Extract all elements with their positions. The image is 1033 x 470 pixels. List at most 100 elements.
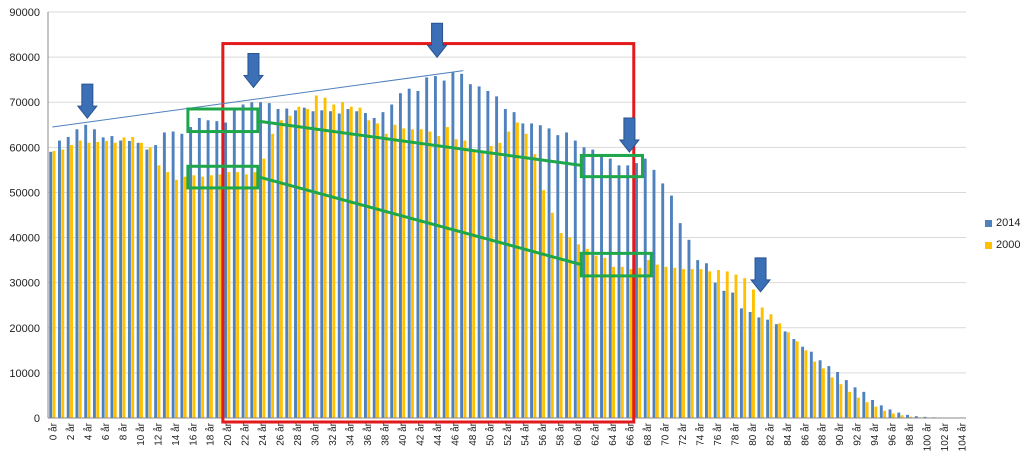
bar-2014-12 — [154, 145, 157, 418]
bar-2014-57 — [548, 128, 551, 418]
bar-2000-55 — [533, 154, 536, 418]
bar-2000-50 — [490, 146, 493, 418]
legend-label-2000: 2000 — [996, 239, 1020, 251]
bar-2000-88 — [822, 368, 825, 418]
bar-2000-26 — [280, 120, 283, 418]
legend-item-2000: 2000 — [985, 234, 1020, 256]
bar-2000-42 — [420, 129, 423, 418]
x-tick-label: 14 år — [170, 422, 182, 445]
bar-2000-1 — [61, 150, 64, 418]
bar-2014-32 — [329, 111, 332, 418]
x-tick-label: 56 år — [537, 422, 549, 445]
x-tick-label: 38 år — [380, 422, 392, 445]
bar-2014-77 — [722, 291, 725, 418]
x-tick-label: 70 år — [659, 422, 671, 445]
bar-2000-90 — [839, 384, 842, 418]
bar-2014-26 — [277, 109, 280, 418]
bar-2000-23 — [254, 172, 257, 418]
bar-2000-81 — [761, 307, 764, 418]
bar-2014-5 — [93, 129, 96, 418]
bar-2014-6 — [102, 137, 105, 418]
bar-2014-63 — [600, 154, 603, 418]
bar-2014-55 — [530, 123, 533, 418]
bar-2014-37 — [373, 118, 376, 418]
x-tick-label: 92 år — [852, 422, 864, 445]
bar-2014-71 — [670, 196, 673, 418]
bar-2014-89 — [827, 366, 830, 418]
bar-2014-84 — [784, 331, 787, 418]
bar-2000-89 — [831, 377, 834, 418]
bar-2014-95 — [880, 405, 883, 418]
bar-2000-96 — [892, 413, 895, 418]
x-tick-label: 22 år — [240, 422, 252, 445]
bar-2000-43 — [429, 132, 432, 418]
bar-2014-54 — [521, 123, 524, 418]
bar-2000-34 — [350, 107, 353, 418]
bar-2000-40 — [402, 128, 405, 418]
x-tick-label: 48 år — [467, 422, 479, 445]
bar-2014-93 — [862, 392, 865, 418]
bar-2000-27 — [289, 116, 292, 418]
bar-2000-80 — [752, 289, 755, 418]
bar-2014-79 — [740, 308, 743, 418]
down-arrow-icon — [78, 84, 97, 118]
x-tick-label: 74 år — [694, 422, 706, 445]
bar-2000-62 — [595, 256, 598, 418]
bar-2000-32 — [332, 104, 335, 418]
bar-2000-7 — [114, 143, 117, 418]
x-tick-label: 88 år — [817, 422, 829, 445]
y-tick-label: 60000 — [9, 142, 40, 154]
bar-2000-9 — [131, 137, 134, 418]
bar-2014-1 — [58, 141, 61, 418]
bar-2014-22 — [242, 104, 245, 418]
bar-2014-75 — [705, 263, 708, 418]
bar-2014-62 — [591, 150, 594, 418]
bar-2014-53 — [513, 112, 516, 418]
bar-2000-52 — [507, 132, 510, 418]
bar-2014-83 — [775, 324, 778, 418]
bar-2000-5 — [96, 142, 99, 418]
x-tick-label: 58 år — [554, 422, 566, 445]
bar-2014-61 — [583, 147, 586, 418]
x-tick-label: 36 år — [362, 422, 374, 445]
bar-2014-48 — [469, 84, 472, 418]
bar-2000-31 — [324, 98, 327, 418]
bar-2014-43 — [425, 77, 428, 418]
bar-2014-39 — [390, 104, 393, 418]
bar-2014-65 — [618, 165, 621, 418]
bar-2014-60 — [574, 141, 577, 418]
x-tick-label: 24 år — [257, 422, 269, 445]
bar-2000-8 — [123, 137, 126, 418]
legend-swatch-2014 — [985, 220, 992, 227]
bar-2000-45 — [446, 127, 449, 418]
x-tick-label: 96 år — [887, 422, 899, 445]
bar-2014-76 — [714, 283, 717, 418]
bar-2014-86 — [801, 347, 804, 418]
bar-2000-94 — [874, 407, 877, 418]
bar-2000-21 — [236, 172, 239, 418]
bar-2014-81 — [757, 317, 760, 418]
x-tick-label: 86 år — [799, 422, 811, 445]
x-tick-label: 78 år — [729, 422, 741, 445]
bar-2000-37 — [376, 123, 379, 418]
x-tick-label: 18 år — [205, 422, 217, 445]
x-tick-label: 42 år — [415, 422, 427, 445]
x-tick-label: 100 år — [922, 422, 934, 451]
bar-2000-86 — [804, 350, 807, 418]
down-arrow-icon — [751, 258, 770, 292]
bar-2014-24 — [259, 102, 262, 418]
x-tick-label: 90 år — [834, 422, 846, 445]
bar-2014-68 — [644, 159, 647, 418]
bar-2000-35 — [359, 108, 362, 418]
bar-2000-76 — [717, 270, 720, 418]
bar-2000-66 — [630, 269, 633, 418]
bar-2000-6 — [105, 141, 108, 418]
bar-2014-3 — [76, 129, 79, 418]
bar-2000-10 — [140, 143, 143, 418]
bar-2000-63 — [603, 258, 606, 418]
bar-2014-64 — [609, 159, 612, 418]
bar-2014-69 — [653, 170, 656, 418]
y-tick-label: 50000 — [9, 187, 40, 199]
bar-2000-39 — [394, 125, 397, 418]
